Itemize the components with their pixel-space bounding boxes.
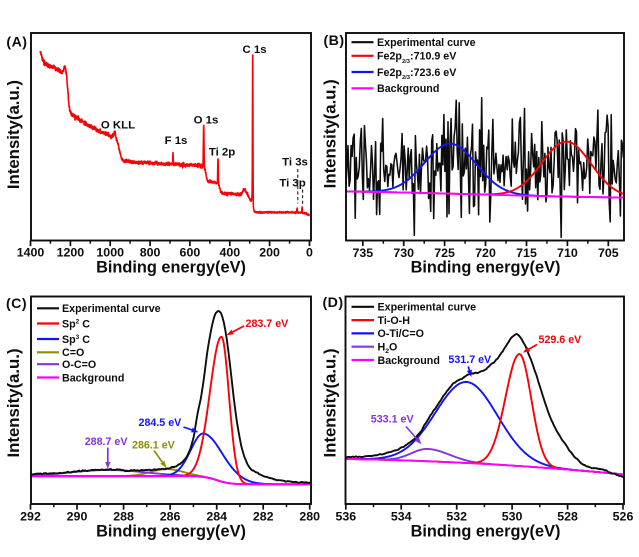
- svg-text:710: 710: [557, 246, 578, 260]
- svg-text:600: 600: [180, 246, 201, 260]
- svg-text:725: 725: [434, 246, 455, 260]
- svg-text:284: 284: [206, 510, 227, 524]
- svg-text:Fe2p2/3:710.9 eV: Fe2p2/3:710.9 eV: [377, 51, 457, 65]
- svg-text:O KLL: O KLL: [101, 120, 135, 132]
- svg-text:735: 735: [352, 246, 373, 260]
- svg-text:Ti-O-H: Ti-O-H: [378, 315, 410, 327]
- svg-text:529.6 eV: 529.6 eV: [539, 334, 583, 346]
- svg-text:720: 720: [475, 246, 496, 260]
- svg-text:(B): (B): [324, 33, 345, 49]
- svg-text:(A): (A): [6, 34, 27, 50]
- svg-text:Intensity(a.u.): Intensity(a.u.): [320, 79, 339, 188]
- svg-text:Fe2p2/3:723.6 eV: Fe2p2/3:723.6 eV: [377, 67, 457, 81]
- svg-text:Experimental curve: Experimental curve: [377, 37, 476, 49]
- svg-text:730: 730: [393, 246, 414, 260]
- svg-text:F 1s: F 1s: [165, 135, 188, 147]
- svg-text:Background: Background: [378, 355, 440, 367]
- svg-text:705: 705: [598, 246, 619, 260]
- svg-text:292: 292: [20, 510, 41, 524]
- svg-text:Background: Background: [377, 83, 439, 95]
- svg-text:0: 0: [306, 246, 313, 260]
- svg-text:531.7 eV: 531.7 eV: [448, 354, 492, 366]
- svg-text:Ti 3s: Ti 3s: [282, 157, 308, 169]
- svg-text:715: 715: [516, 246, 537, 260]
- svg-text:288: 288: [113, 510, 134, 524]
- svg-text:O-Ti/C=O: O-Ti/C=O: [378, 328, 424, 340]
- svg-text:534: 534: [391, 510, 412, 524]
- svg-text:C=O: C=O: [62, 347, 84, 359]
- svg-text:1000: 1000: [96, 246, 124, 260]
- svg-text:1200: 1200: [57, 246, 85, 260]
- svg-text:526: 526: [613, 510, 634, 524]
- svg-text:1400: 1400: [17, 246, 45, 260]
- svg-text:Intensity(a.u.): Intensity(a.u.): [4, 80, 23, 189]
- svg-text:Intensity(a.u.): Intensity(a.u.): [320, 348, 339, 457]
- svg-text:Binding energy(eV): Binding energy(eV): [411, 258, 561, 276]
- svg-text:280: 280: [299, 510, 320, 524]
- svg-text:Ti 2p: Ti 2p: [209, 147, 235, 159]
- svg-text:200: 200: [259, 246, 280, 260]
- svg-text:Binding energy(eV): Binding energy(eV): [96, 522, 246, 540]
- svg-text:Binding energy(eV): Binding energy(eV): [96, 258, 246, 276]
- svg-text:(D): (D): [323, 295, 344, 311]
- svg-text:528: 528: [557, 510, 578, 524]
- svg-text:Sp3 C: Sp3 C: [62, 334, 90, 346]
- svg-text:284.5 eV: 284.5 eV: [139, 417, 183, 429]
- svg-text:400: 400: [219, 246, 240, 260]
- svg-text:286: 286: [160, 510, 181, 524]
- svg-text:Intensity(a.u.): Intensity(a.u.): [4, 348, 23, 457]
- svg-text:Experimental curve: Experimental curve: [378, 302, 477, 314]
- svg-text:533.1 eV: 533.1 eV: [371, 414, 415, 426]
- svg-text:Experimental curve: Experimental curve: [62, 303, 161, 315]
- svg-text:800: 800: [140, 246, 161, 260]
- svg-text:530: 530: [502, 510, 523, 524]
- svg-text:Sp2 C: Sp2 C: [62, 318, 90, 330]
- svg-text:536: 536: [335, 510, 356, 524]
- svg-text:O-C=O: O-C=O: [62, 359, 96, 371]
- svg-text:C 1s: C 1s: [242, 44, 266, 56]
- svg-text:(C): (C): [6, 296, 27, 312]
- svg-text:Binding energy(eV): Binding energy(eV): [411, 522, 561, 540]
- svg-text:288.7 eV: 288.7 eV: [85, 436, 129, 448]
- svg-text:O 1s: O 1s: [194, 115, 219, 127]
- svg-text:286.1 eV: 286.1 eV: [132, 440, 176, 452]
- svg-text:H2O: H2O: [378, 342, 398, 356]
- svg-text:532: 532: [446, 510, 467, 524]
- svg-text:Ti 3p: Ti 3p: [279, 177, 305, 189]
- svg-text:Background: Background: [62, 372, 124, 384]
- svg-text:290: 290: [67, 510, 88, 524]
- svg-text:282: 282: [253, 510, 274, 524]
- svg-text:283.7 eV: 283.7 eV: [246, 318, 290, 330]
